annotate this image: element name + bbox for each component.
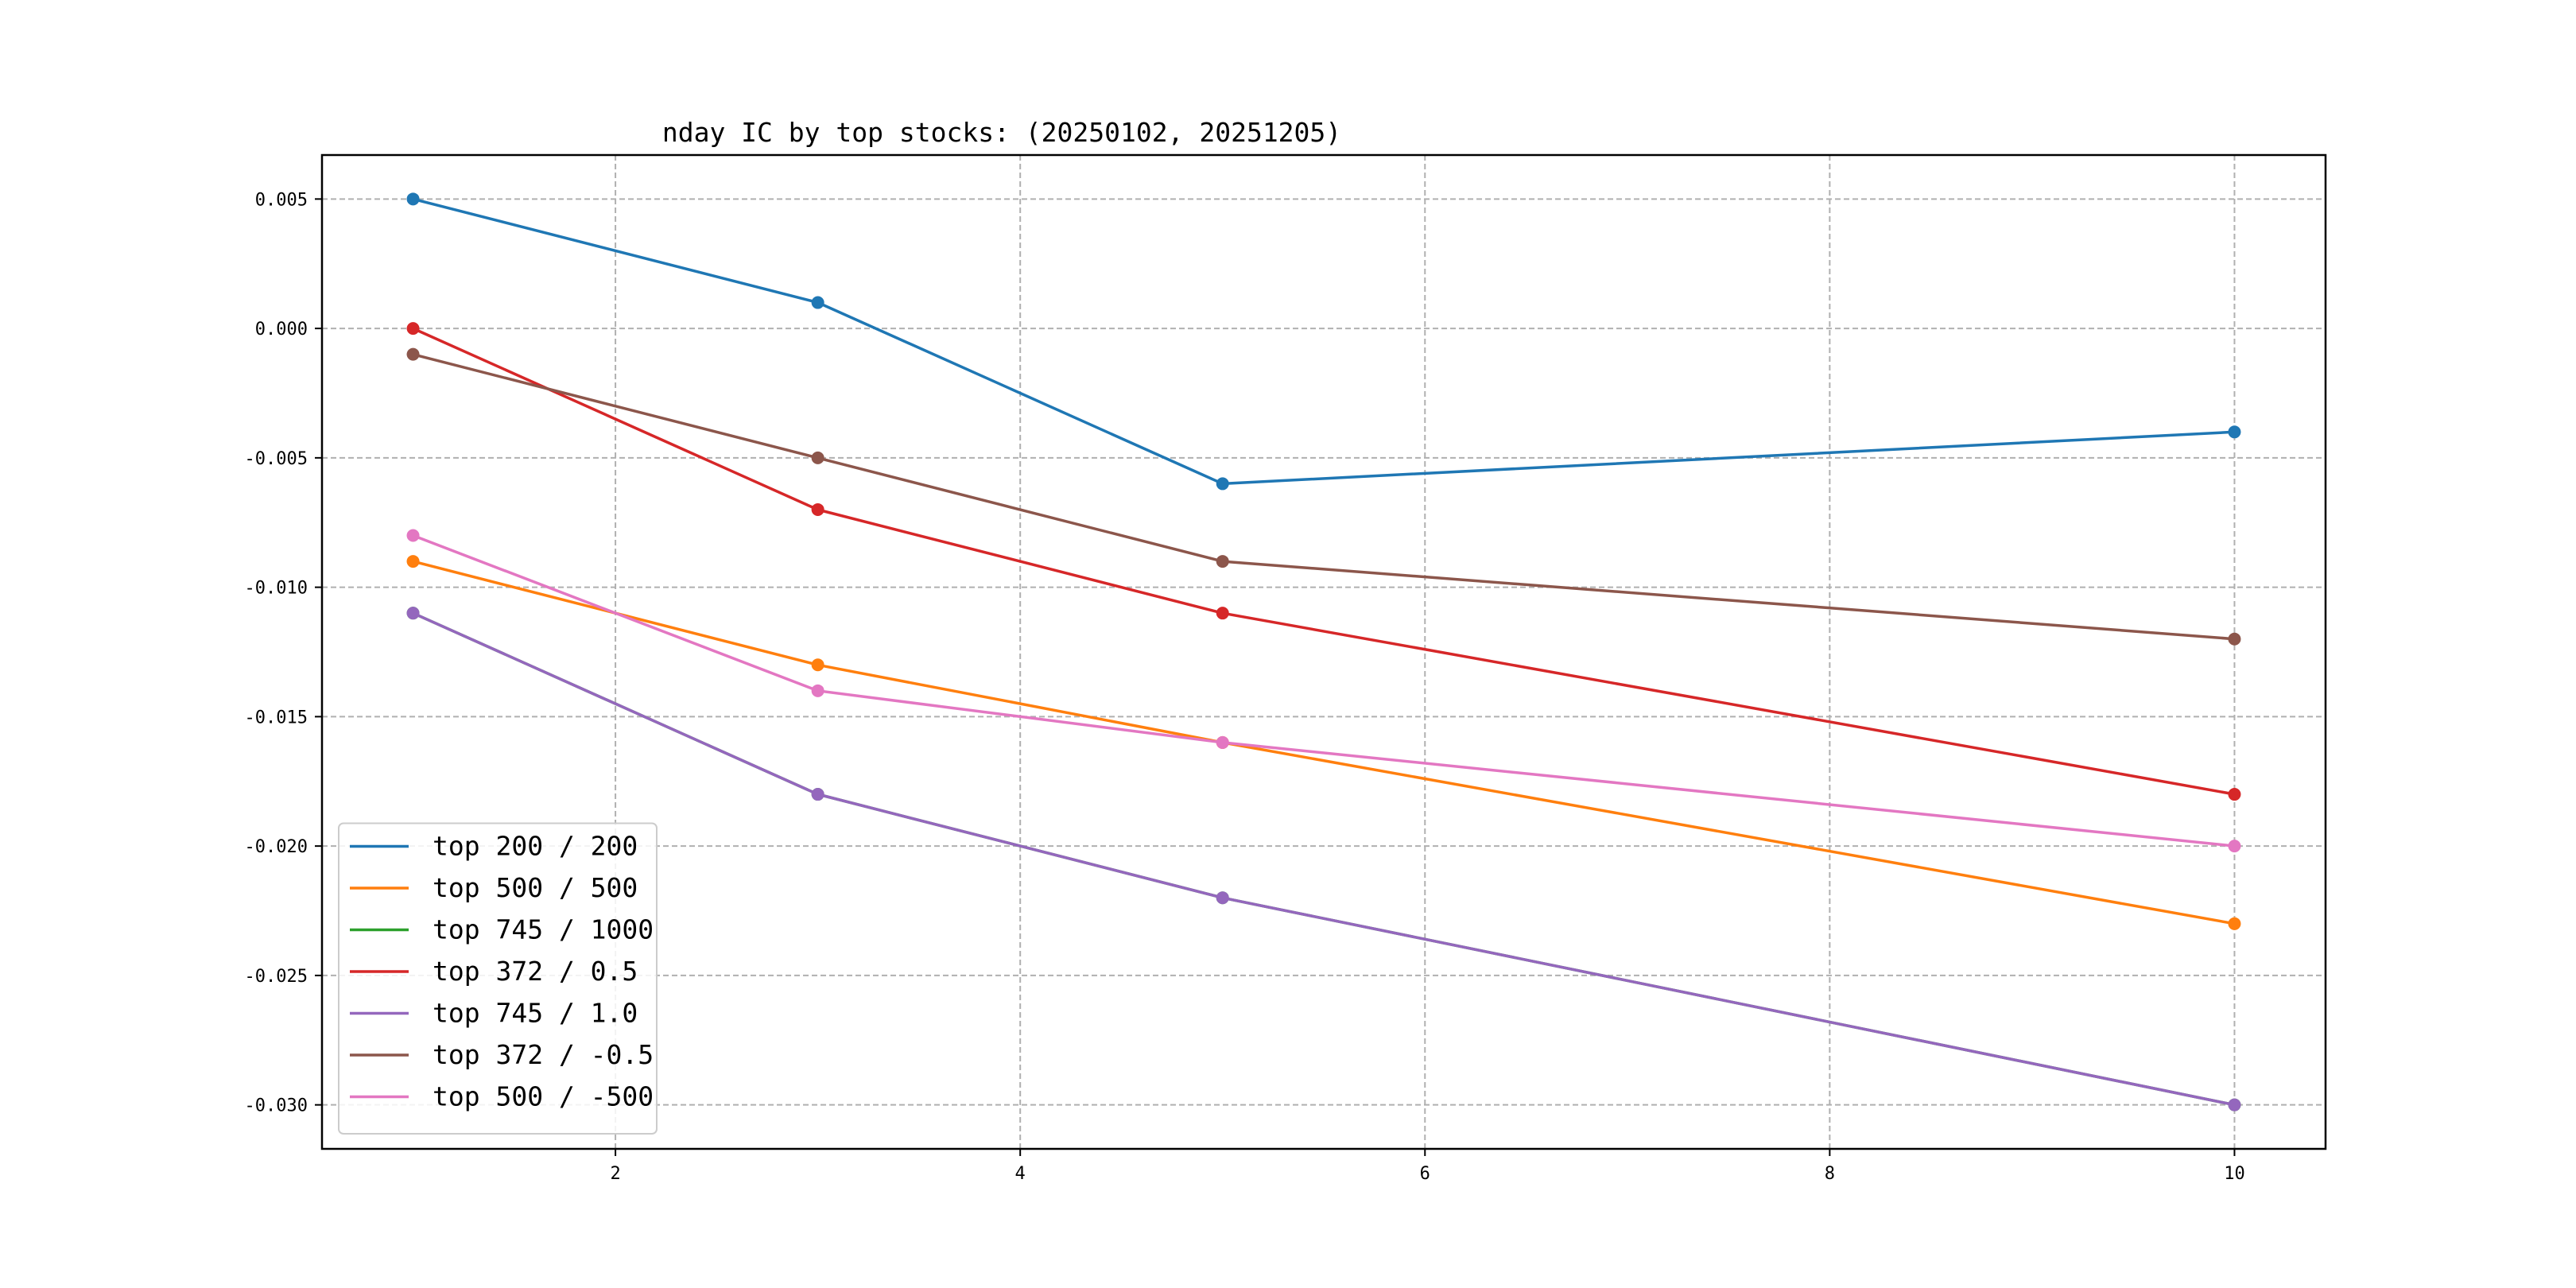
x-tick-label: 8 bbox=[1825, 1164, 1835, 1184]
data-point bbox=[811, 684, 824, 697]
data-point bbox=[406, 607, 420, 620]
y-tick-label: 0.000 bbox=[255, 320, 308, 339]
y-tick-label: -0.010 bbox=[245, 579, 308, 599]
series-layer bbox=[406, 192, 2241, 1111]
x-tick-label: 10 bbox=[2224, 1164, 2245, 1184]
data-point bbox=[1216, 891, 1229, 905]
data-point bbox=[811, 502, 824, 516]
data-point bbox=[2228, 1098, 2241, 1111]
legend-label: top 745 / 1.0 bbox=[433, 998, 638, 1029]
data-point bbox=[1216, 477, 1229, 491]
y-tick-label: -0.015 bbox=[245, 708, 308, 727]
x-tick-label: 4 bbox=[1015, 1164, 1026, 1184]
data-point bbox=[811, 296, 824, 309]
y-tick-label: -0.030 bbox=[245, 1096, 308, 1116]
y-tick-label: -0.020 bbox=[245, 837, 308, 857]
legend-label: top 372 / -0.5 bbox=[433, 1039, 654, 1070]
legend-label: top 500 / 500 bbox=[433, 872, 638, 903]
legend: top 200 / 200 top 500 / 500 top 745 / 1000… bbox=[338, 822, 658, 1135]
plot-frame bbox=[320, 153, 2327, 1150]
data-point bbox=[1216, 607, 1229, 620]
series-5 bbox=[406, 607, 2241, 1111]
series-line bbox=[412, 533, 2235, 848]
chart-title: nday IC by top stocks: (20250102, 202512… bbox=[662, 117, 1341, 148]
legend-label: top 500 / -500 bbox=[433, 1081, 654, 1112]
legend-label: top 745 / 1000 bbox=[433, 914, 654, 945]
data-point bbox=[2228, 788, 2241, 801]
data-point bbox=[2228, 917, 2241, 930]
data-point bbox=[811, 451, 824, 464]
data-point bbox=[1216, 555, 1229, 568]
y-tick-label: 0.005 bbox=[255, 190, 308, 210]
legend-label: top 372 / 0.5 bbox=[433, 956, 638, 987]
data-point bbox=[406, 555, 420, 568]
x-tick-label: 6 bbox=[1420, 1164, 1430, 1184]
tick-layer: 2 4 6 8 10 0.005 0.000 -0.005 -0.010 -0.015 -0.020… bbox=[245, 190, 2245, 1184]
series-4 bbox=[406, 322, 2241, 801]
data-point bbox=[406, 347, 420, 361]
series-line bbox=[412, 611, 2235, 1107]
y-tick-label: -0.005 bbox=[245, 449, 308, 469]
data-point bbox=[811, 658, 824, 672]
data-point bbox=[2228, 632, 2241, 646]
data-point bbox=[406, 192, 420, 206]
data-point bbox=[1216, 735, 1229, 749]
series-1 bbox=[406, 192, 2241, 491]
legend-label: top 200 / 200 bbox=[433, 831, 638, 862]
data-point bbox=[406, 322, 420, 336]
y-tick-label: -0.025 bbox=[245, 967, 308, 987]
legend-box bbox=[338, 822, 658, 1135]
x-tick-label: 2 bbox=[610, 1164, 620, 1184]
data-point bbox=[2228, 840, 2241, 853]
data-point bbox=[406, 529, 420, 542]
series-6 bbox=[406, 347, 2241, 646]
data-point bbox=[811, 788, 824, 801]
series-line bbox=[413, 353, 2235, 641]
series-7 bbox=[406, 529, 2241, 853]
series-line bbox=[413, 197, 2235, 486]
series-line bbox=[412, 327, 2235, 796]
data-point bbox=[2228, 425, 2241, 439]
